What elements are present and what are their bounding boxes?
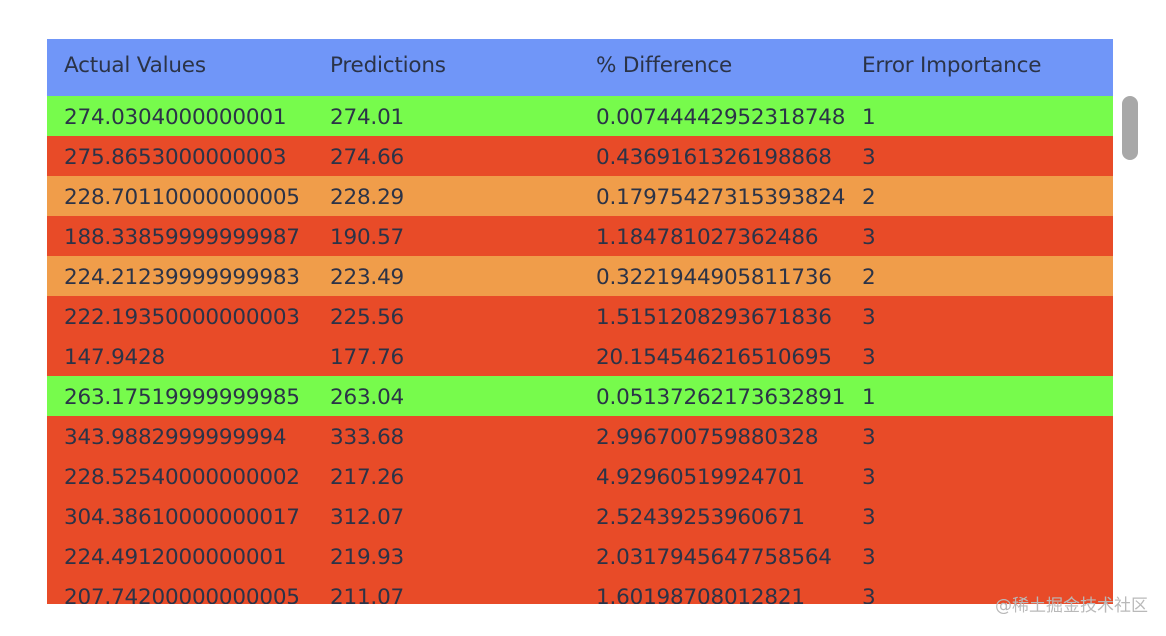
actual-value-cell: 304.38610000000017 [64, 505, 300, 530]
table-row[interactable]: 224.4912000000001 219.93 2.031794564775856… [47, 536, 1113, 576]
table-header: Actual Values Predictions % Difference E… [47, 39, 1113, 96]
error-importance-cell: 2 [862, 185, 876, 210]
percent-difference-cell: 0.4369161326198868 [596, 145, 832, 170]
prediction-cell: 333.68 [330, 425, 405, 450]
prediction-cell: 217.26 [330, 465, 405, 490]
vertical-scrollbar[interactable] [1122, 96, 1138, 160]
actual-value-cell: 275.8653000000003 [64, 145, 287, 170]
column-header-predictions[interactable]: Predictions [330, 53, 446, 78]
prediction-cell: 274.66 [330, 145, 405, 170]
percent-difference-cell: 2.52439253960671 [596, 505, 805, 530]
error-importance-cell: 1 [862, 105, 876, 130]
error-importance-cell: 3 [862, 305, 876, 330]
percent-difference-cell: 1.60198708012821 [596, 585, 805, 604]
prediction-cell: 225.56 [330, 305, 405, 330]
actual-value-cell: 228.52540000000002 [64, 465, 300, 490]
actual-value-cell: 263.17519999999985 [64, 385, 300, 410]
column-header-actual-values[interactable]: Actual Values [64, 53, 206, 78]
results-table: Actual Values Predictions % Difference E… [47, 39, 1113, 604]
prediction-cell: 263.04 [330, 385, 405, 410]
table-row[interactable]: 228.52540000000002 217.26 4.92960519924701… [47, 456, 1113, 496]
table-row[interactable]: 222.19350000000003 225.56 1.51512082936718… [47, 296, 1113, 336]
table-row[interactable]: 304.38610000000017 312.07 2.52439253960671… [47, 496, 1113, 536]
table-row[interactable]: 274.0304000000001 274.01 0.007444429523187… [47, 96, 1113, 136]
error-importance-cell: 3 [862, 505, 876, 530]
percent-difference-cell: 0.05137262173632891 [596, 385, 846, 410]
column-header-error-importance[interactable]: Error Importance [862, 53, 1042, 78]
error-importance-cell: 3 [862, 585, 876, 604]
percent-difference-cell: 0.17975427315393824 [596, 185, 846, 210]
error-importance-cell: 3 [862, 465, 876, 490]
percent-difference-cell: 20.154546216510695 [596, 345, 832, 370]
table-row[interactable]: 343.9882999999994 333.68 2.996700759880328… [47, 416, 1113, 456]
table-row[interactable]: 188.33859999999987 190.57 1.18478102736248… [47, 216, 1113, 256]
table-row[interactable]: 207.74200000000005 211.07 1.60198708012821… [47, 576, 1113, 604]
error-importance-cell: 3 [862, 425, 876, 450]
prediction-cell: 211.07 [330, 585, 405, 604]
percent-difference-cell: 4.92960519924701 [596, 465, 805, 490]
table-row[interactable]: 224.21239999999983 223.49 0.32219449058117… [47, 256, 1113, 296]
prediction-cell: 177.76 [330, 345, 405, 370]
prediction-cell: 312.07 [330, 505, 405, 530]
error-importance-cell: 3 [862, 145, 876, 170]
actual-value-cell: 224.21239999999983 [64, 265, 300, 290]
prediction-cell: 190.57 [330, 225, 405, 250]
watermark: @稀土掘金技术社区 [995, 596, 1148, 616]
actual-value-cell: 224.4912000000001 [64, 545, 287, 570]
table-row[interactable]: 263.17519999999985 263.04 0.05137262173632… [47, 376, 1113, 416]
percent-difference-cell: 0.0074444295231874854 [596, 105, 846, 130]
actual-value-cell: 207.74200000000005 [64, 585, 300, 604]
percent-difference-cell: 2.0317945647758564 [596, 545, 832, 570]
actual-value-cell: 188.33859999999987 [64, 225, 300, 250]
error-importance-cell: 1 [862, 385, 876, 410]
actual-value-cell: 222.19350000000003 [64, 305, 300, 330]
error-importance-cell: 3 [862, 545, 876, 570]
actual-value-cell: 274.0304000000001 [64, 105, 287, 130]
prediction-cell: 219.93 [330, 545, 405, 570]
error-importance-cell: 3 [862, 225, 876, 250]
percent-difference-cell: 0.3221944905811736 [596, 265, 832, 290]
percent-difference-cell: 2.996700759880328 [596, 425, 819, 450]
prediction-cell: 223.49 [330, 265, 405, 290]
actual-value-cell: 147.9428 [64, 345, 165, 370]
error-importance-cell: 2 [862, 265, 876, 290]
prediction-cell: 228.29 [330, 185, 405, 210]
percent-difference-cell: 1.184781027362486 [596, 225, 819, 250]
column-header-percent-difference[interactable]: % Difference [596, 53, 733, 78]
prediction-cell: 274.01 [330, 105, 405, 130]
percent-difference-cell: 1.5151208293671836 [596, 305, 832, 330]
table-row[interactable]: 228.70110000000005 228.29 0.17975427315393… [47, 176, 1113, 216]
table-row[interactable]: 275.8653000000003 274.66 0.436916132619886… [47, 136, 1113, 176]
actual-value-cell: 228.70110000000005 [64, 185, 300, 210]
error-importance-cell: 3 [862, 345, 876, 370]
table-row[interactable]: 147.9428 177.76 20.154546216510695 3 [47, 336, 1113, 376]
actual-value-cell: 343.9882999999994 [64, 425, 287, 450]
